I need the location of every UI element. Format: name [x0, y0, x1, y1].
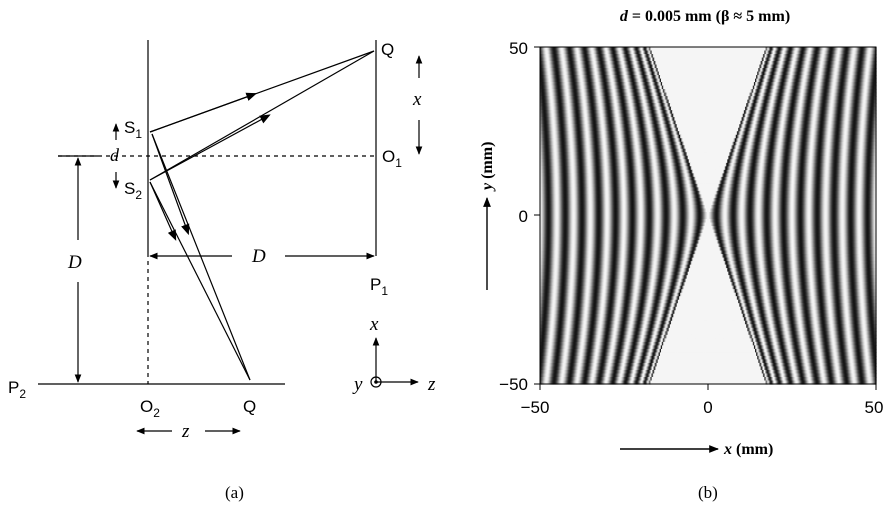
panel-a-labels: Q x S1 d O1 S2 D D P1 P2 O2 Q z x y z (a… — [8, 40, 436, 502]
fringe-heatmap — [540, 47, 877, 385]
ray-s2-bottom-arrowhead — [150, 182, 174, 236]
label-axis-y: y — [352, 374, 363, 395]
ray-s2-to-q-top — [150, 51, 374, 180]
panel-a-diagram — [38, 40, 419, 431]
label-q-top: Q — [381, 40, 394, 59]
label-p1: P1 — [370, 275, 388, 298]
label-axis-x: x — [369, 314, 379, 335]
ray-s2-arrowhead — [150, 117, 266, 180]
label-x: x — [412, 89, 422, 110]
caption-a: (a) — [225, 483, 244, 502]
label-z: z — [181, 421, 190, 442]
label-o1: O1 — [382, 147, 402, 170]
label-q-bottom: Q — [243, 397, 256, 416]
label-d-vertical: D — [67, 252, 82, 273]
label-d-horizontal: D — [251, 246, 266, 267]
axis-triad-y-dot — [375, 381, 377, 383]
chart-title: d = 0.005 mm (β ≈ 5 mm) — [620, 8, 790, 25]
label-d: d — [110, 145, 120, 165]
ray-s2-to-q-bottom — [150, 182, 250, 380]
label-p2: P2 — [8, 378, 26, 401]
ray-s1-arrowhead — [150, 95, 252, 132]
ray-s1-bottom-arrowhead — [152, 134, 187, 230]
ray-s1-to-q-bottom — [152, 134, 250, 380]
label-axis-z: z — [427, 374, 436, 395]
label-s2: S2 — [124, 179, 142, 202]
label-s1: S1 — [124, 118, 142, 141]
label-o2: O2 — [140, 397, 160, 420]
